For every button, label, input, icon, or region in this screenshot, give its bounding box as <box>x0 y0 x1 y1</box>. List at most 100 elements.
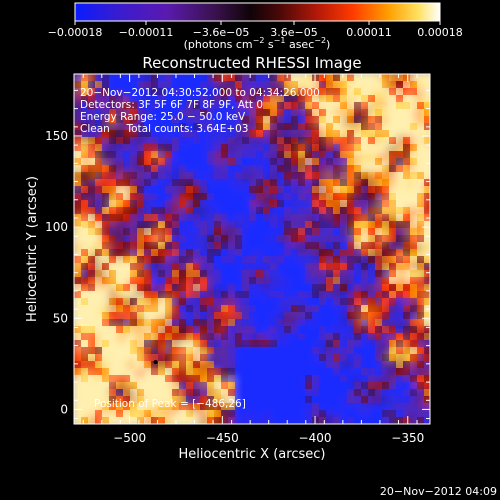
heatmap-cell <box>312 396 319 403</box>
heatmap-cell <box>151 375 158 382</box>
heatmap-cell <box>354 312 361 319</box>
heatmap-cell <box>340 74 347 81</box>
heatmap-cell <box>333 375 340 382</box>
heatmap-cell <box>305 375 312 382</box>
heatmap-cell <box>172 186 179 193</box>
heatmap-cell <box>88 340 95 347</box>
heatmap-cell <box>312 151 319 158</box>
heatmap-cell <box>333 123 340 130</box>
heatmap-cell <box>284 403 291 410</box>
heatmap-cell <box>179 382 186 389</box>
heatmap-cell <box>347 214 354 221</box>
heatmap-cell <box>354 207 361 214</box>
heatmap-cell <box>375 319 382 326</box>
heatmap-cell <box>312 263 319 270</box>
heatmap-cell <box>368 340 375 347</box>
heatmap-cell <box>102 340 109 347</box>
heatmap-cell <box>102 172 109 179</box>
heatmap-cell <box>424 256 430 263</box>
heatmap-cell <box>403 179 410 186</box>
heatmap-cell <box>424 242 430 249</box>
heatmap-cell <box>172 165 179 172</box>
heatmap-cell <box>109 340 116 347</box>
heatmap-cell <box>81 137 88 144</box>
heatmap-cell <box>298 144 305 151</box>
heatmap-cell <box>235 284 242 291</box>
heatmap-cell <box>88 74 95 81</box>
heatmap-cell <box>375 263 382 270</box>
heatmap-cell <box>102 200 109 207</box>
heatmap-cell <box>256 410 263 417</box>
heatmap-cell <box>403 263 410 270</box>
heatmap-cell <box>130 305 137 312</box>
heatmap-cell <box>123 263 130 270</box>
heatmap-cell <box>242 130 249 137</box>
heatmap-cell <box>305 263 312 270</box>
y-axis-label: Heliocentric Y (arcsec) <box>25 176 40 322</box>
heatmap-cell <box>200 340 207 347</box>
heatmap-cell <box>214 109 221 116</box>
heatmap-cell <box>214 263 221 270</box>
heatmap-cell <box>256 186 263 193</box>
heatmap-cell <box>88 291 95 298</box>
heatmap-cell <box>326 340 333 347</box>
heatmap-cell <box>221 263 228 270</box>
heatmap-cell <box>417 249 424 256</box>
heatmap-cell <box>137 186 144 193</box>
heatmap-cell <box>235 109 242 116</box>
heatmap-cell <box>109 109 116 116</box>
heatmap-cell <box>193 403 200 410</box>
heatmap-cell <box>193 172 200 179</box>
heatmap-cell <box>207 298 214 305</box>
heatmap-cell <box>221 249 228 256</box>
heatmap-cell <box>403 291 410 298</box>
heatmap-cell <box>354 396 361 403</box>
heatmap-cell <box>270 123 277 130</box>
heatmap-cell <box>326 144 333 151</box>
heatmap-cell <box>256 221 263 228</box>
heatmap-cell <box>277 361 284 368</box>
heatmap-cell <box>277 375 284 382</box>
heatmap-cell <box>144 347 151 354</box>
heatmap-cell <box>116 88 123 95</box>
heatmap-cell <box>116 396 123 403</box>
heatmap-cell <box>347 193 354 200</box>
heatmap-cell <box>151 207 158 214</box>
heatmap-cell <box>368 347 375 354</box>
heatmap-cell <box>144 368 151 375</box>
heatmap-cell <box>277 144 284 151</box>
heatmap-cell <box>165 158 172 165</box>
heatmap-cell <box>74 291 81 298</box>
heatmap-cell <box>284 221 291 228</box>
heatmap-cell <box>186 389 193 396</box>
heatmap-cell <box>137 116 144 123</box>
heatmap-cell <box>347 116 354 123</box>
heatmap-cell <box>368 333 375 340</box>
heatmap-cell <box>158 235 165 242</box>
heatmap-cell <box>424 389 430 396</box>
heatmap-cell <box>375 284 382 291</box>
heatmap-cell <box>319 200 326 207</box>
heatmap-cell <box>116 214 123 221</box>
heatmap-cell <box>207 165 214 172</box>
heatmap-cell <box>88 312 95 319</box>
heatmap-cell <box>116 284 123 291</box>
heatmap-cell <box>291 284 298 291</box>
heatmap-cell <box>389 200 396 207</box>
heatmap-cell <box>151 242 158 249</box>
heatmap-cell <box>424 200 430 207</box>
heatmap-cell <box>347 277 354 284</box>
heatmap-cell <box>144 417 151 424</box>
heatmap-cell <box>410 410 417 417</box>
heatmap-cell <box>284 298 291 305</box>
heatmap-cell <box>298 102 305 109</box>
heatmap-cell <box>109 305 116 312</box>
heatmap-cell <box>235 305 242 312</box>
heatmap-cell <box>291 123 298 130</box>
heatmap-cell <box>186 242 193 249</box>
heatmap-cell <box>298 158 305 165</box>
heatmap-cell <box>298 312 305 319</box>
heatmap-cell <box>193 312 200 319</box>
heatmap-cell <box>235 242 242 249</box>
heatmap-cell <box>312 319 319 326</box>
